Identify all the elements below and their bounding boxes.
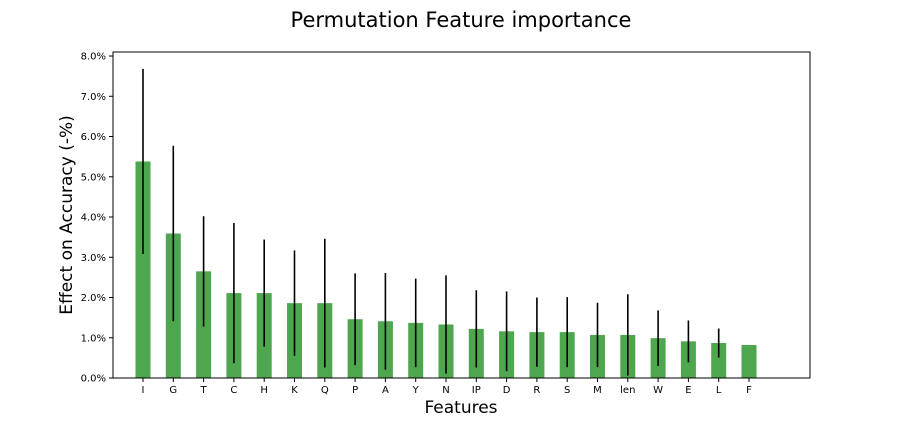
error-bars-layer xyxy=(142,68,720,376)
y-axis-label: Effect on Accuracy (-%) xyxy=(57,115,77,314)
y-tick-label: 0.0% xyxy=(81,374,106,385)
y-tick-label: 3.0% xyxy=(81,253,106,264)
x-tick-label: D xyxy=(503,385,511,396)
x-tick-label: M xyxy=(593,385,602,396)
x-tick-label: N xyxy=(442,385,449,396)
x-tick-label: F xyxy=(746,385,752,396)
y-tick-label: 6.0% xyxy=(81,132,106,143)
x-tick-label: Y xyxy=(412,385,420,396)
y-tick-label: 5.0% xyxy=(81,172,106,183)
y-tick-label: 4.0% xyxy=(81,213,106,224)
bar xyxy=(741,344,757,378)
y-tick-label: 7.0% xyxy=(81,92,106,103)
x-tick-label: P xyxy=(352,385,358,396)
y-tick-label: 1.0% xyxy=(81,333,106,344)
x-axis-label: Features xyxy=(424,398,497,418)
plot-frame xyxy=(112,51,811,379)
x-tick-label: W xyxy=(653,385,663,396)
y-tick-label: 2.0% xyxy=(81,293,106,304)
x-tick-label: H xyxy=(260,385,268,396)
x-tick-label: IP xyxy=(472,385,481,396)
x-tick-label: E xyxy=(685,385,691,396)
chart-title: Permutation Feature importance xyxy=(291,8,632,32)
bar xyxy=(135,161,151,378)
x-tick-label: Q xyxy=(321,385,329,396)
x-tick-label: R xyxy=(533,385,540,396)
x-tick-label: A xyxy=(382,385,389,396)
y-axis-ticks: 0.0% 1.0% 2.0% 3.0% 4.0% 5.0% 6.0% 7.0% 8.0% xyxy=(81,52,113,385)
x-tick-label: S xyxy=(564,385,570,396)
x-tick-label: L xyxy=(716,385,722,396)
x-tick-label: len xyxy=(620,385,635,396)
x-tick-label: I xyxy=(142,385,145,396)
bar xyxy=(711,342,727,378)
x-tick-label: G xyxy=(169,385,177,396)
x-tick-label: K xyxy=(291,385,298,396)
x-tick-label: C xyxy=(230,385,237,396)
x-tick-label: T xyxy=(200,385,208,396)
y-tick-label: 8.0% xyxy=(81,52,106,63)
